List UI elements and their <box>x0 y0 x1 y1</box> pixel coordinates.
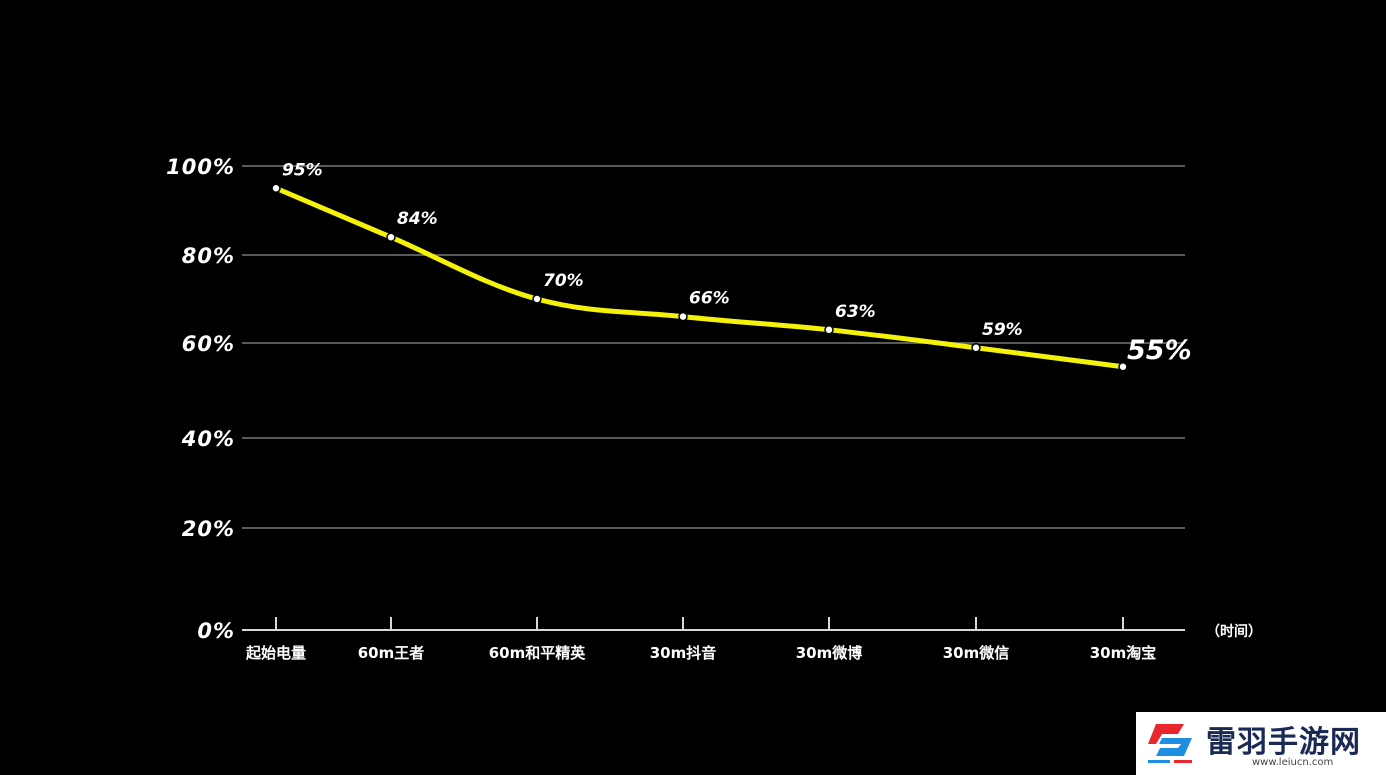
x-tick-label: 30m抖音 <box>650 644 717 662</box>
site-logo-icon <box>1148 724 1192 763</box>
x-axis <box>242 617 1185 631</box>
y-tick-label: 60% <box>182 332 235 356</box>
data-label: 84% <box>397 209 438 229</box>
x-axis-tick-labels: 起始电量 60m王者 60m和平精英 30m抖音 30m微博 30m微信 30m淘宝 <box>245 644 1156 662</box>
x-tick-label: 起始电量 <box>245 644 306 662</box>
site-name: 雷羽手游网 <box>1206 725 1361 760</box>
data-label: 70% <box>543 271 584 291</box>
data-point <box>271 183 281 193</box>
data-point <box>971 343 981 353</box>
x-tick-label: 30m微信 <box>943 644 1010 662</box>
data-point <box>824 325 834 335</box>
x-axis-unit-label: （时间） <box>1206 623 1262 640</box>
x-tick-label: 60m王者 <box>358 644 425 662</box>
x-tick-label: 30m淘宝 <box>1090 644 1157 662</box>
data-point <box>1118 362 1128 372</box>
data-label: 55% <box>1127 335 1192 366</box>
y-tick-label: 20% <box>182 517 235 541</box>
data-points <box>271 183 1128 372</box>
data-labels: 95% 84% 70% 66% 63% 59% 55% <box>282 160 1192 366</box>
y-axis-tick-labels: 100% 80% 60% 40% 20% 0% <box>166 155 235 643</box>
site-url: www.leiucn.com <box>1252 757 1334 768</box>
x-tick-label: 60m和平精英 <box>489 644 587 662</box>
site-watermark: 雷羽手游网 www.leiucn.com <box>1136 712 1386 775</box>
x-tick-label: 30m微博 <box>796 644 863 662</box>
data-point <box>532 294 542 304</box>
data-label: 95% <box>282 160 323 180</box>
y-tick-label: 0% <box>197 619 235 643</box>
data-label: 66% <box>689 289 730 309</box>
y-tick-label: 100% <box>166 155 235 179</box>
data-label: 63% <box>835 302 876 322</box>
data-point <box>678 311 688 322</box>
data-point <box>386 232 396 242</box>
y-tick-label: 40% <box>181 427 235 451</box>
gridlines <box>242 165 1185 529</box>
y-tick-label: 80% <box>182 244 235 268</box>
data-label: 59% <box>982 320 1023 340</box>
